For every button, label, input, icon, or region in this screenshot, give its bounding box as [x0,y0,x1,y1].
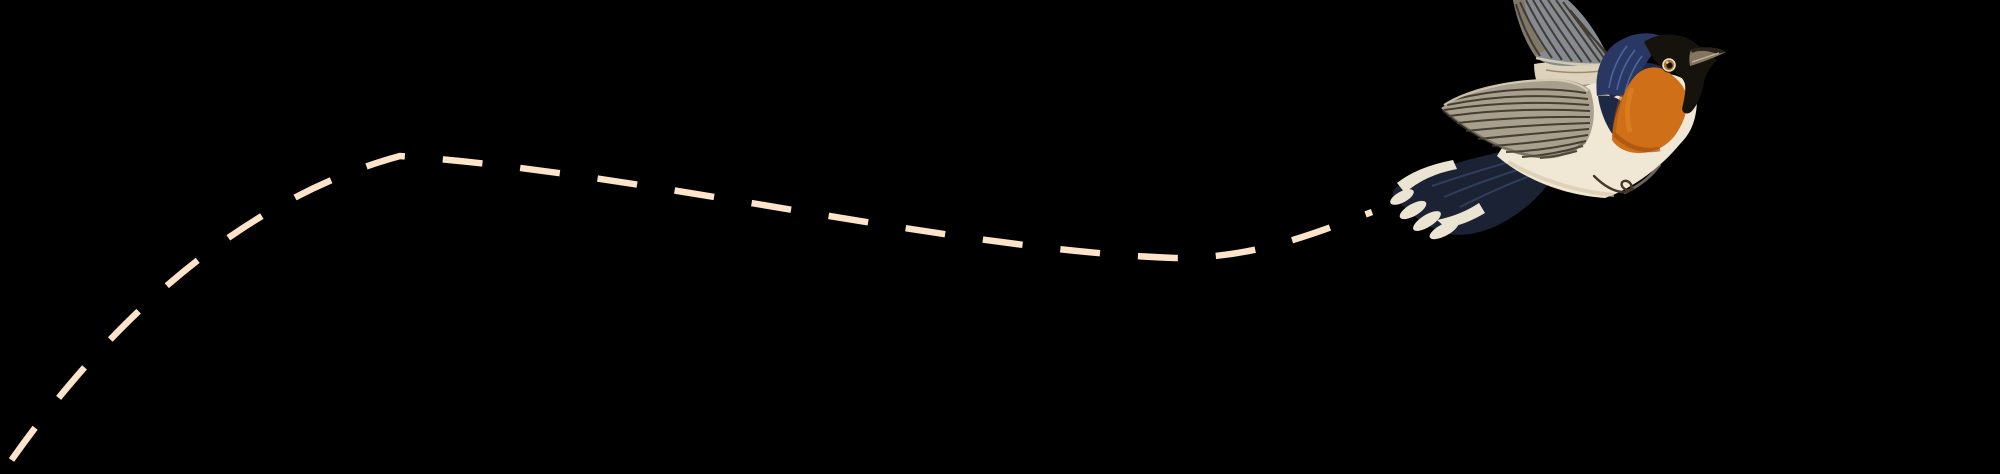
raised-wing-striations [1515,0,1616,63]
bird-far-wing [1441,78,1594,159]
bird-raised-wing [1513,0,1616,66]
bird-eye [1661,57,1677,73]
tail-white-tips [1390,160,1485,240]
swallow-illustration [1390,0,1726,240]
bird-beak [1689,47,1726,66]
bird-head [1596,33,1726,153]
flight-trail-path [0,152,1374,474]
nape-sheen-streaks [1608,45,1643,93]
far-wing-striations [1443,88,1591,159]
nape [1596,33,1665,98]
bird-foot [1592,174,1635,194]
